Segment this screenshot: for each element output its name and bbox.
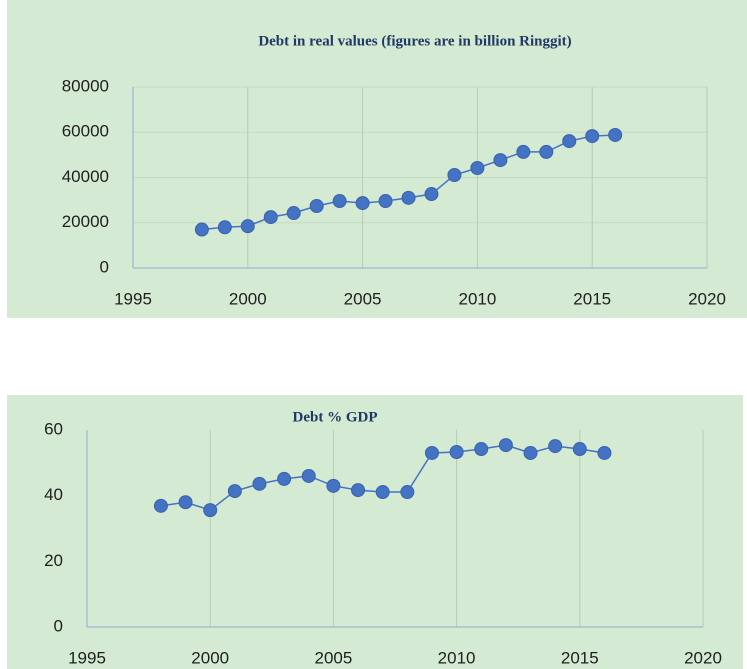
data-point xyxy=(562,134,577,149)
data-point xyxy=(474,442,489,457)
data-point xyxy=(400,485,415,500)
data-point xyxy=(309,199,324,214)
data-point xyxy=(493,153,508,168)
data-point xyxy=(516,144,531,159)
data-point xyxy=(326,478,341,493)
chart-background xyxy=(7,395,743,669)
x-tick-label: 2020 xyxy=(688,289,726,308)
x-tick-label: 2020 xyxy=(684,648,722,667)
data-point xyxy=(203,503,218,518)
data-point xyxy=(351,483,366,498)
data-point xyxy=(227,484,242,499)
x-tick-label: 2005 xyxy=(344,289,382,308)
chart-title: Debt % GDP xyxy=(293,409,378,425)
y-tick-label: 20000 xyxy=(62,212,109,231)
data-point xyxy=(447,168,462,183)
data-point xyxy=(523,445,538,460)
data-point xyxy=(153,498,168,513)
y-tick-label: 20 xyxy=(44,551,63,570)
chart-background xyxy=(7,0,747,318)
x-tick-label: 1995 xyxy=(114,289,152,308)
x-tick-label: 2015 xyxy=(573,289,611,308)
x-tick-label: 2005 xyxy=(314,648,352,667)
data-point xyxy=(449,444,464,459)
y-tick-label: 40 xyxy=(44,485,63,504)
x-tick-label: 2000 xyxy=(229,289,267,308)
x-tick-label: 2010 xyxy=(438,648,476,667)
data-point xyxy=(332,194,347,209)
x-tick-label: 2000 xyxy=(191,648,229,667)
x-tick-label: 2010 xyxy=(458,289,496,308)
data-point xyxy=(378,194,393,209)
y-tick-label: 40000 xyxy=(62,167,109,186)
data-point xyxy=(597,445,612,460)
y-tick-label: 80000 xyxy=(62,76,109,95)
y-tick-label: 0 xyxy=(54,616,63,635)
data-point xyxy=(572,442,587,457)
data-point xyxy=(401,190,416,205)
data-point xyxy=(277,471,292,486)
data-point xyxy=(217,220,232,235)
data-point xyxy=(498,438,513,453)
data-point xyxy=(375,485,390,500)
chart-title: Debt in real values (figures are in bill… xyxy=(258,33,571,49)
data-point xyxy=(301,468,316,483)
data-point xyxy=(424,187,439,202)
data-point xyxy=(608,127,623,142)
x-tick-label: 1995 xyxy=(68,648,106,667)
data-point xyxy=(178,495,193,510)
data-point xyxy=(470,160,485,175)
data-point xyxy=(240,219,255,234)
y-tick-label: 60 xyxy=(44,419,63,438)
data-point xyxy=(194,222,209,237)
y-tick-label: 0 xyxy=(100,257,109,276)
y-tick-label: 60000 xyxy=(62,122,109,141)
x-tick-label: 2015 xyxy=(561,648,599,667)
data-point xyxy=(424,445,439,460)
data-point xyxy=(548,439,563,454)
data-point xyxy=(286,206,301,221)
data-point xyxy=(252,476,267,491)
data-point xyxy=(539,144,554,159)
data-point xyxy=(263,210,278,225)
data-point xyxy=(585,129,600,144)
data-point xyxy=(355,196,370,211)
